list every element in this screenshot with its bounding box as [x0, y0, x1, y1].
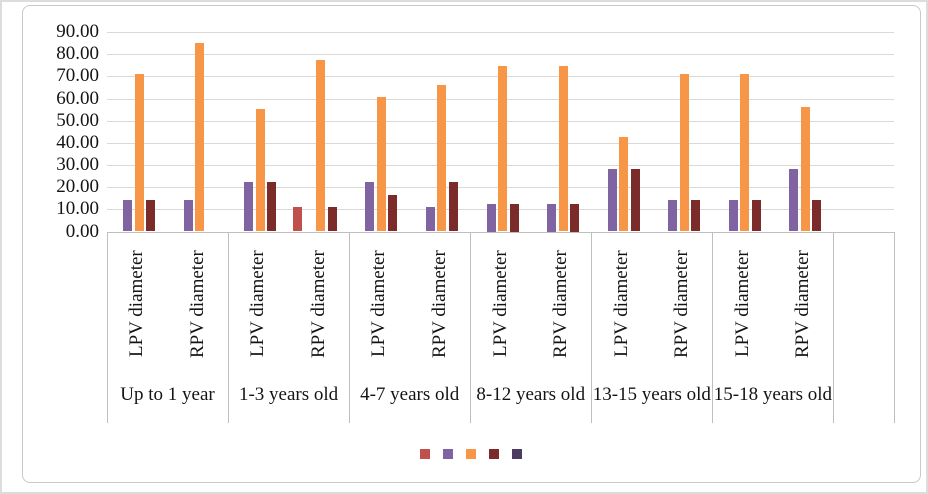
bar-series-4-x6: [509, 203, 519, 232]
y-tick-label: 90.00: [56, 21, 99, 43]
bar-series-4-x3: [327, 207, 337, 232]
category-divider: [833, 231, 835, 423]
x-sublabel: RPV diameter: [792, 250, 814, 358]
y-tick-label: 30.00: [56, 154, 99, 176]
bar-series-4-x8: [630, 168, 640, 232]
y-tick-label: 80.00: [56, 43, 99, 65]
x-sublabel: LPV diameter: [368, 250, 390, 358]
x-category-label: Up to 1 year: [120, 384, 215, 405]
y-tick-label: 40.00: [56, 131, 99, 153]
category-divider: [591, 231, 593, 423]
bar-series-3-x3: [316, 59, 326, 232]
bar-series-2-x7: [547, 203, 557, 232]
bar-series-4-x11: [812, 199, 822, 232]
bar-series-3-x4: [376, 97, 386, 232]
x-sublabel: LPV diameter: [126, 250, 148, 358]
bar-series-2-x2: [244, 182, 254, 232]
category-divider: [470, 231, 472, 423]
x-category-label: 1-3 years old: [238, 384, 339, 405]
legend-swatch-series-1: [420, 449, 430, 459]
x-sublabel: RPV diameter: [671, 250, 693, 358]
bar-series-4-x0: [146, 199, 156, 232]
category-divider: [228, 231, 230, 423]
bar-series-4-x4: [388, 194, 398, 232]
gridline: [107, 54, 894, 56]
bar-series-4-x9: [691, 199, 701, 232]
legend-swatch-series-2: [443, 449, 453, 459]
bar-series-4-x7: [570, 203, 580, 232]
bar-series-2-x11: [789, 168, 799, 232]
x-sublabel: LPV diameter: [489, 250, 511, 358]
bar-series-2-x1: [183, 199, 193, 232]
x-sublabel: RPV diameter: [550, 250, 572, 358]
bar-series-2-x5: [425, 207, 435, 232]
x-category-label: 4-7 years old: [360, 384, 460, 405]
bar-series-3-x9: [679, 74, 689, 232]
x-sublabel: RPV diameter: [307, 250, 329, 358]
category-divider: [894, 231, 895, 423]
bar-series-1-x3: [293, 207, 303, 232]
category-divider: [349, 231, 351, 423]
y-tick-label: 50.00: [56, 109, 99, 131]
x-sublabel: RPV diameter: [186, 250, 208, 358]
x-sublabel: LPV diameter: [731, 250, 753, 358]
bar-series-3-x8: [619, 136, 629, 232]
bar-series-3-x6: [498, 66, 507, 232]
y-tick-label: 20.00: [56, 176, 99, 198]
bar-series-2-x0: [123, 199, 133, 232]
bar-series-4-x5: [448, 182, 458, 232]
bar-series-3-x11: [800, 106, 810, 232]
bar-series-3-x2: [255, 108, 265, 232]
chart-frame: [22, 5, 921, 483]
x-category-label: 8-12 years old: [476, 384, 586, 405]
x-sublabel: LPV diameter: [247, 250, 269, 358]
legend-swatch-series-4: [489, 449, 499, 459]
bar-series-2-x8: [607, 168, 617, 232]
x-category-label: 13-15 years old: [592, 384, 711, 405]
gridline: [107, 32, 894, 34]
y-tick-label: 60.00: [56, 87, 99, 109]
bar-series-3-x1: [195, 43, 205, 232]
x-sublabel: LPV diameter: [610, 250, 632, 358]
bar-series-2-x6: [486, 203, 496, 232]
bar-series-2-x4: [365, 182, 375, 232]
bar-series-3-x10: [740, 74, 750, 232]
y-tick-label: 10.00: [56, 198, 99, 220]
category-divider: [712, 231, 714, 423]
x-axis-line: [107, 231, 894, 233]
x-sublabel: RPV diameter: [428, 250, 450, 358]
category-divider: [107, 231, 108, 423]
bar-series-2-x9: [668, 199, 678, 232]
legend-swatch-series-5: [512, 449, 522, 459]
x-category-label: 15-18 years old: [713, 384, 832, 405]
legend-swatch-series-3: [466, 449, 476, 459]
bar-series-3-x5: [437, 84, 447, 232]
bar-series-3-x0: [134, 74, 144, 232]
bar-series-4-x2: [267, 182, 277, 232]
bar-series-4-x10: [751, 199, 761, 232]
y-tick-label: 0.00: [65, 220, 99, 242]
bar-series-2-x10: [728, 199, 738, 232]
y-tick-label: 70.00: [56, 65, 99, 87]
bar-series-3-x7: [558, 66, 568, 232]
